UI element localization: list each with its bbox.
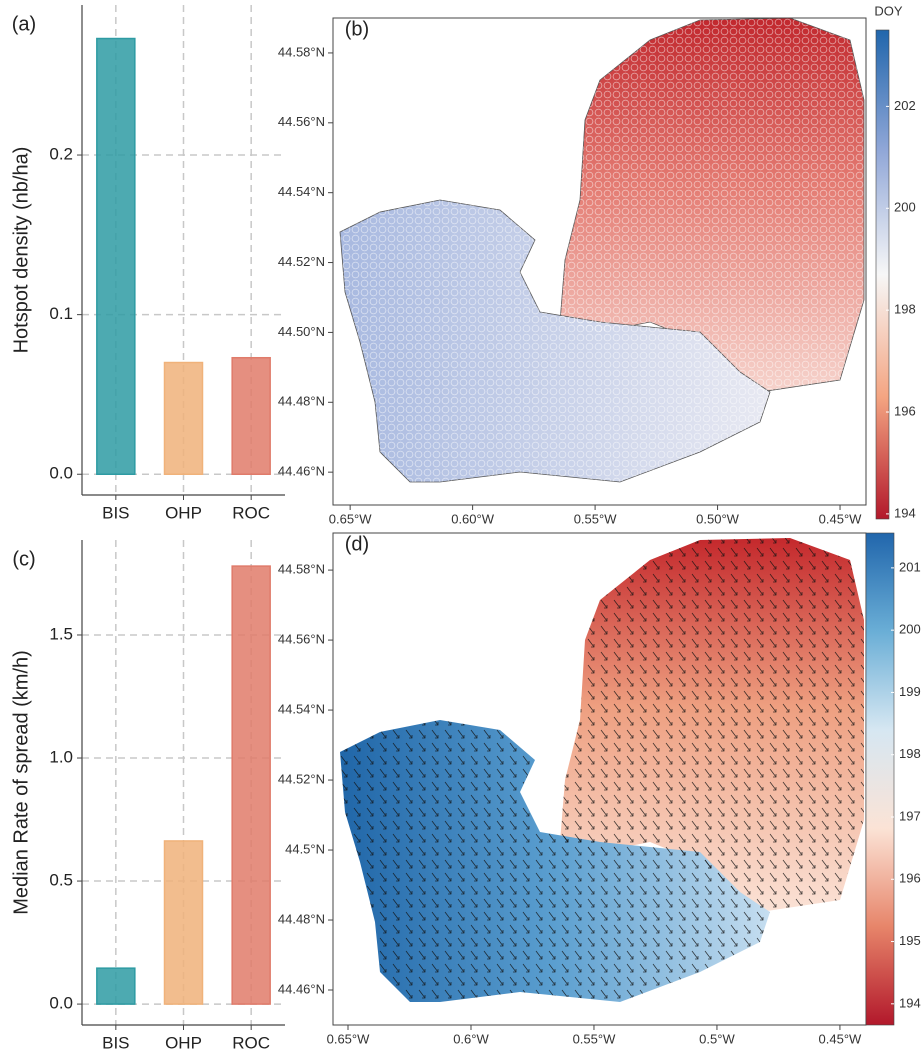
y-tick-label: 0.0 [49, 464, 73, 483]
colorbar-tick-label: 196 [894, 403, 916, 418]
colorbar-tick-label: 198 [894, 302, 916, 317]
map-d-shapes [340, 538, 864, 1002]
colorbar-tick-label: 197 [899, 808, 921, 823]
x-tick-label: 0.5°W [699, 1031, 735, 1046]
x-tick-label: ROC [232, 503, 270, 522]
panel-label: (c) [12, 548, 35, 570]
colorbar-title: DOY [874, 3, 903, 18]
x-tick-label: 0.55°W [573, 1031, 617, 1046]
x-tick-label: 0.55°W [574, 511, 618, 526]
bar [231, 356, 271, 476]
colorbar-tick-label: 200 [899, 622, 921, 637]
colorbar-tick-label: 194 [899, 995, 921, 1010]
y-tick-label: 0.0 [49, 994, 73, 1013]
y-tick-label: 44.54°N [278, 184, 325, 199]
bar [163, 840, 204, 1005]
x-tick-label: 0.45°W [819, 511, 863, 526]
y-tick-label: 44.52°N [278, 254, 325, 269]
bar [163, 361, 204, 476]
colorbar-tick-label: 200 [894, 200, 916, 215]
colorbar-tick-label: 201 [899, 559, 921, 574]
y-tick-label: 44.48°N [278, 911, 325, 926]
x-tick-label: 0.65°W [327, 1031, 371, 1046]
y-tick-label: 44.58°N [278, 562, 325, 577]
panel-label: (b) [345, 18, 369, 40]
x-tick-label: 0.50°W [696, 511, 740, 526]
x-tick-label: BIS [102, 1033, 129, 1052]
y-tick-label: 1.5 [49, 624, 73, 643]
colorbar-tick-label: 202 [894, 98, 916, 113]
y-axis-label: Hotspot density (nb/ha) [10, 147, 32, 354]
x-tick-label: OHP [165, 1033, 202, 1052]
x-tick-label: BIS [102, 503, 129, 522]
x-tick-label: 0.65°W [329, 511, 373, 526]
x-tick-label: 0.6°W [453, 1031, 489, 1046]
y-tick-label: 0.2 [49, 145, 73, 164]
colorbar-tick-label: 194 [894, 505, 916, 520]
y-tick-label: 44.56°N [278, 632, 325, 647]
colorbar-tick-label: 196 [899, 871, 921, 886]
y-tick-label: 44.54°N [278, 702, 325, 717]
bar [96, 37, 136, 476]
y-tick-label: 44.58°N [278, 44, 325, 59]
y-tick-label: 44.46°N [278, 464, 325, 479]
bar [96, 967, 136, 1005]
y-tick-label: 0.1 [49, 304, 73, 323]
y-tick-label: 44.52°N [278, 771, 325, 786]
x-tick-label: 0.45°W [819, 1031, 863, 1046]
y-tick-label: 44.46°N [278, 981, 325, 996]
bar [231, 565, 271, 1005]
y-tick-label: 0.5 [49, 871, 73, 890]
y-tick-label: 44.56°N [278, 114, 325, 129]
x-tick-label: OHP [165, 503, 202, 522]
y-tick-label: 1.0 [49, 748, 73, 767]
y-tick-label: 44.48°N [278, 394, 325, 409]
x-tick-label: ROC [232, 1033, 270, 1052]
y-tick-label: 44.50°N [278, 324, 325, 339]
y-axis-label: Median Rate of spread (km/h) [10, 650, 32, 915]
panel-label: (a) [12, 13, 36, 35]
map-b-shapes [339, 17, 865, 483]
colorbar-tick-label: 199 [899, 684, 921, 699]
colorbar [875, 29, 890, 520]
colorbar-tick-label: 195 [899, 933, 921, 948]
x-tick-label: 0.60°W [451, 511, 495, 526]
colorbar-tick-label: 198 [899, 746, 921, 761]
y-tick-label: 44.5°N [285, 841, 325, 856]
map-frame [332, 17, 867, 506]
colorbar [865, 532, 895, 1026]
panel-label: (d) [345, 533, 369, 555]
